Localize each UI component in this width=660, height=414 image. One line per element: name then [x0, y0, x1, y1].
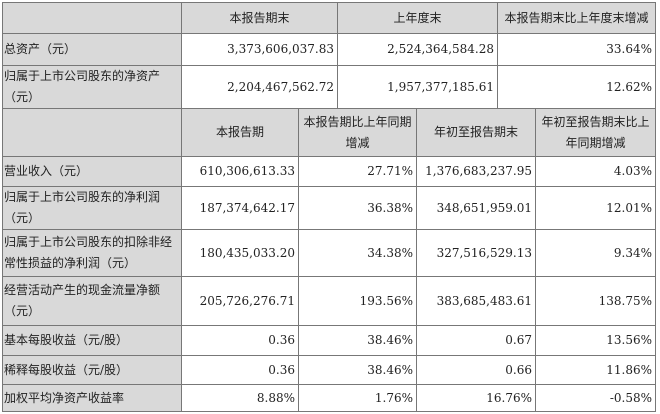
table-row: 总资产（元） 3,373,606,037.83 2,524,364,584.28…	[2, 33, 656, 66]
header-cell	[2, 2, 182, 34]
value-cell: 383,685,483.61	[416, 276, 536, 326]
value-cell: 0.36	[181, 325, 299, 356]
row-label: 稀释每股收益（元/股）	[2, 355, 182, 385]
row-label: 营业收入（元）	[2, 156, 182, 187]
header-cell: 本报告期末	[181, 2, 338, 34]
value-cell: 38.46%	[298, 325, 417, 356]
value-cell: -0.58%	[535, 384, 656, 412]
table-row: 加权平均净资产收益率 8.88% 1.76% 16.76% -0.58%	[2, 384, 656, 412]
row-label: 归属于上市公司股东的净资产（元）	[2, 65, 182, 109]
header-cell: 年初至报告期末	[416, 108, 536, 157]
value-cell: 34.38%	[298, 229, 417, 277]
row-label: 归属于上市公司股东的扣除非经常性损益的净利润（元）	[2, 229, 182, 277]
value-cell: 12.01%	[535, 186, 656, 230]
value-cell: 33.64%	[497, 33, 656, 66]
table-row: 归属于上市公司股东的净资产（元） 2,204,467,562.72 1,957,…	[2, 65, 656, 109]
value-cell: 38.46%	[298, 355, 417, 385]
header-cell: 年初至报告期末比上年同期增减	[535, 108, 656, 157]
table-row: 稀释每股收益（元/股） 0.36 38.46% 0.66 11.86%	[2, 355, 656, 385]
value-cell: 0.36	[181, 355, 299, 385]
table-row: 归属于上市公司股东的扣除非经常性损益的净利润（元） 180,435,033.20…	[2, 229, 656, 277]
value-cell: 27.71%	[298, 156, 417, 187]
header-cell: 本报告期末比上年度末增减	[497, 2, 656, 34]
performance-table: 本报告期 本报告期比上年同期增减 年初至报告期末 年初至报告期末比上年同期增减 …	[2, 108, 656, 412]
value-cell: 187,374,642.17	[181, 186, 299, 230]
value-cell: 610,306,613.33	[181, 156, 299, 187]
value-cell: 205,726,276.71	[181, 276, 299, 326]
header-cell	[2, 108, 182, 157]
value-cell: 4.03%	[535, 156, 656, 187]
header-row: 本报告期 本报告期比上年同期增减 年初至报告期末 年初至报告期末比上年同期增减	[2, 108, 656, 157]
value-cell: 1,957,377,185.61	[337, 65, 498, 109]
value-cell: 138.75%	[535, 276, 656, 326]
header-cell: 上年度末	[337, 2, 498, 34]
row-label: 基本每股收益（元/股）	[2, 325, 182, 356]
row-label: 总资产（元）	[2, 33, 182, 66]
value-cell: 193.56%	[298, 276, 417, 326]
value-cell: 13.56%	[535, 325, 656, 356]
value-cell: 2,524,364,584.28	[337, 33, 498, 66]
value-cell: 1.76%	[298, 384, 417, 412]
table-row: 归属于上市公司股东的净利润（元） 187,374,642.17 36.38% 3…	[2, 186, 656, 230]
value-cell: 0.67	[416, 325, 536, 356]
header-row: 本报告期末 上年度末 本报告期末比上年度末增减	[2, 2, 656, 34]
value-cell: 12.62%	[497, 65, 656, 109]
row-label: 经营活动产生的现金流量净额（元）	[2, 276, 182, 326]
value-cell: 16.76%	[416, 384, 536, 412]
header-cell: 本报告期	[181, 108, 299, 157]
value-cell: 8.88%	[181, 384, 299, 412]
value-cell: 36.38%	[298, 186, 417, 230]
balance-table: 本报告期末 上年度末 本报告期末比上年度末增减 总资产（元） 3,373,606…	[2, 2, 656, 109]
value-cell: 180,435,033.20	[181, 229, 299, 277]
table-row: 经营活动产生的现金流量净额（元） 205,726,276.71 193.56% …	[2, 276, 656, 326]
table-row: 营业收入（元） 610,306,613.33 27.71% 1,376,683,…	[2, 156, 656, 187]
value-cell: 3,373,606,037.83	[181, 33, 338, 66]
value-cell: 348,651,959.01	[416, 186, 536, 230]
value-cell: 2,204,467,562.72	[181, 65, 338, 109]
row-label: 归属于上市公司股东的净利润（元）	[2, 186, 182, 230]
value-cell: 9.34%	[535, 229, 656, 277]
value-cell: 0.66	[416, 355, 536, 385]
table-row: 基本每股收益（元/股） 0.36 38.46% 0.67 13.56%	[2, 325, 656, 356]
value-cell: 1,376,683,237.95	[416, 156, 536, 187]
row-label: 加权平均净资产收益率	[2, 384, 182, 412]
value-cell: 327,516,529.13	[416, 229, 536, 277]
value-cell: 11.86%	[535, 355, 656, 385]
header-cell: 本报告期比上年同期增减	[298, 108, 417, 157]
